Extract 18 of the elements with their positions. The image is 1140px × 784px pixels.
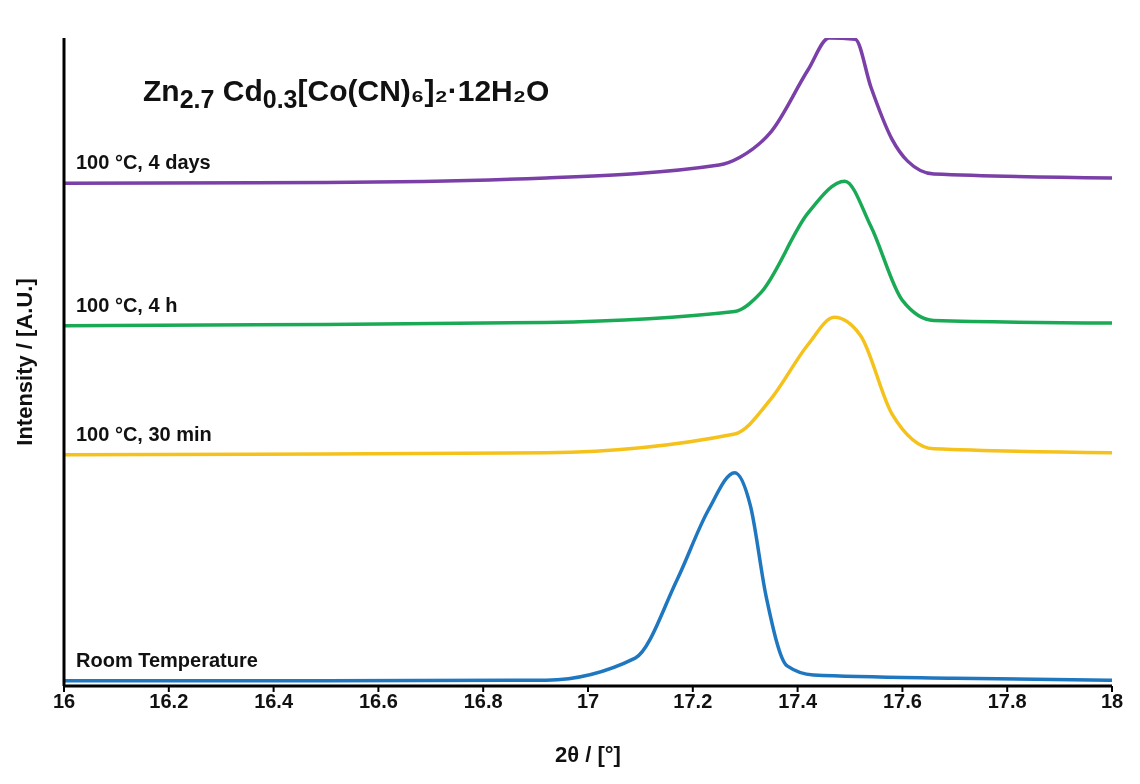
x-tick-label: 16.8 <box>463 690 503 713</box>
x-tick-label: 16.4 <box>254 690 294 713</box>
x-tick-label: 17 <box>576 690 600 713</box>
x-tick-label: 16.6 <box>358 690 398 713</box>
series-label: Room Temperature <box>76 648 258 671</box>
x-tick-label: 17.4 <box>778 690 818 713</box>
x-tick-label: 18 <box>1100 690 1124 713</box>
x-tick-label: 17.2 <box>673 690 713 713</box>
series-label: 100 °C, 30 min <box>76 422 212 445</box>
x-tick-label: 16 <box>52 690 76 713</box>
series-label: 100 °C, 4 days <box>76 151 211 174</box>
y-axis-title: Intensity / [A.U.] <box>11 278 37 446</box>
series-label: 100 °C, 4 h <box>76 293 178 316</box>
x-tick-label: 17.8 <box>987 690 1027 713</box>
text: Zn$_{2.7}$ Cd$_{0.3}$[Co(CN)₆]₂·12H₂O <box>143 74 550 114</box>
x-axis-title: 2θ / [°] <box>555 742 621 767</box>
x-tick-label: 16.2 <box>149 690 189 713</box>
x-tick-label: 17.6 <box>882 690 922 713</box>
